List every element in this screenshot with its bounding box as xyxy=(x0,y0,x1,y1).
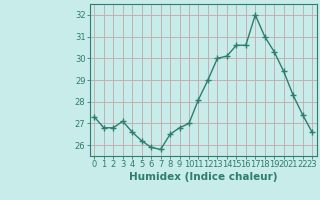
X-axis label: Humidex (Indice chaleur): Humidex (Indice chaleur) xyxy=(129,172,277,182)
